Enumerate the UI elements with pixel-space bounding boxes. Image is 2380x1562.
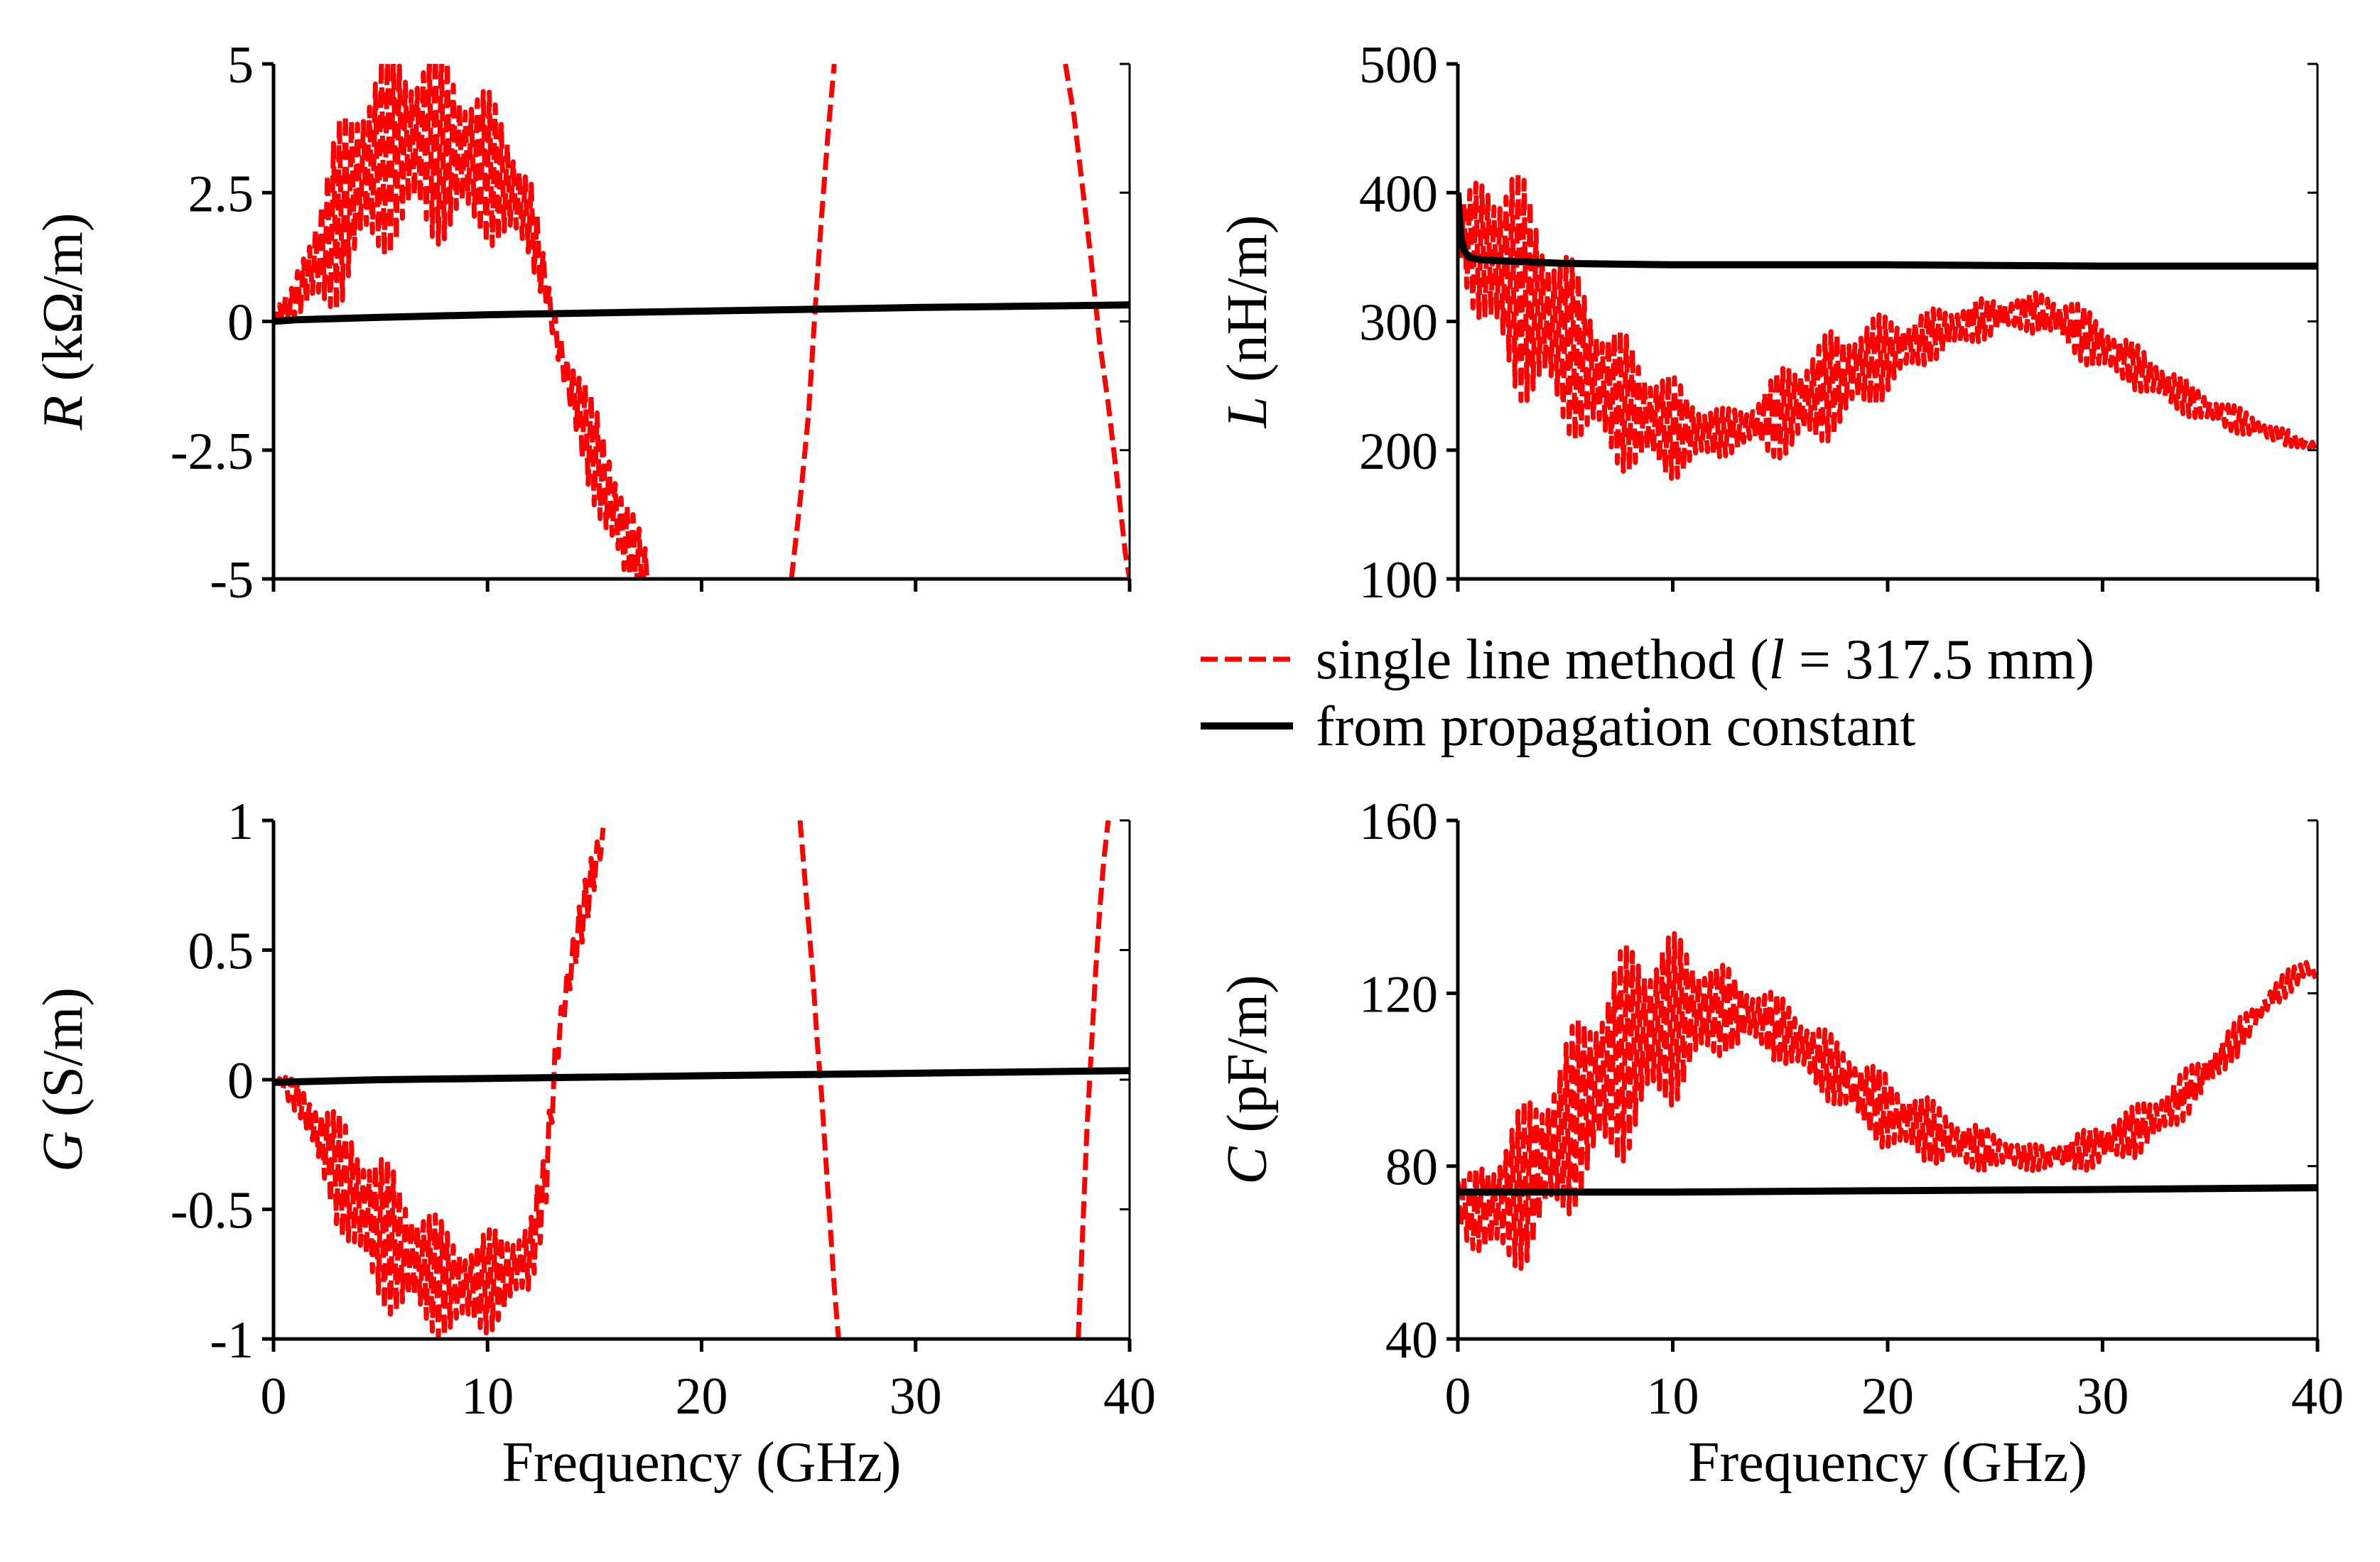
series-group-C xyxy=(1458,931,2317,1271)
legend-text-part: single line method ( xyxy=(1316,629,1769,691)
ylabel-symbol-R: R xyxy=(32,396,94,431)
xtick-label-C-3: 30 xyxy=(2077,1367,2129,1426)
series-single_line-G-2 xyxy=(1076,820,1111,1339)
panel-L: 100 200 300 400 500 L (nH/m) xyxy=(1216,36,2320,609)
legend-text-italic: l xyxy=(1769,629,1785,691)
ytick-label-C-2: 120 xyxy=(1359,965,1438,1024)
series-group-G xyxy=(274,820,1130,1339)
series-single_line-R-1 xyxy=(789,64,837,579)
ylabel-symbol-L: L xyxy=(1216,396,1279,429)
series-group-R xyxy=(274,64,1130,579)
series-propagation-L-1 xyxy=(1458,192,2317,270)
series-single_line-R-2 xyxy=(1063,64,1130,579)
ytick-label-L-0: 100 xyxy=(1359,551,1438,609)
ytick-label-G-1: -0.5 xyxy=(171,1182,254,1240)
series-propagation-G-3 xyxy=(274,1067,1130,1086)
xtick-label-G-3: 30 xyxy=(889,1367,942,1426)
series-single_line-R-0 xyxy=(274,64,650,579)
xtick-label-C-2: 20 xyxy=(1861,1367,1914,1426)
ytick-label-L-1: 200 xyxy=(1359,423,1438,481)
ylabel-unit-L: (nH/m) xyxy=(1216,215,1279,396)
legend: single line method (l = 317.5 mm)from pr… xyxy=(1201,629,2094,758)
ytick-label-L-4: 500 xyxy=(1359,36,1438,94)
series-propagation-C-1 xyxy=(1458,1184,2317,1196)
ytick-label-R-2: 0 xyxy=(227,294,254,352)
panel-R: -5 -2.5 0 2.5 5 R (kΩ/m) xyxy=(32,36,1132,609)
ylabel-unit-C: (pF/m) xyxy=(1216,975,1279,1146)
ylabel-C: C (pF/m) xyxy=(1216,975,1279,1185)
series-single_line-L-0 xyxy=(1458,170,2317,481)
ylabel-R: R (kΩ/m) xyxy=(32,212,94,430)
ylabel-G: G (S/m) xyxy=(32,987,94,1172)
xtick-label-G-4: 40 xyxy=(1103,1367,1156,1426)
legend-label-propagation: from propagation constant xyxy=(1316,695,1915,758)
ytick-label-R-1: -2.5 xyxy=(171,423,254,481)
panel-C: 40 80 120 160 0 10 20 30 40 C (pF/m) Frequency (GH… xyxy=(1216,793,2344,1494)
series-group-L xyxy=(1458,170,2317,481)
xtick-label-C-4: 40 xyxy=(2291,1367,2344,1426)
ytick-label-C-1: 80 xyxy=(1385,1139,1438,1197)
ytick-label-L-3: 400 xyxy=(1359,165,1438,223)
xlabel-G: Frequency (GHz) xyxy=(502,1431,902,1494)
ylabel-symbol-G: G xyxy=(32,1131,94,1172)
ytick-label-G-2: 0 xyxy=(227,1052,254,1110)
legend-text-part: = 317.5 mm) xyxy=(1785,629,2094,691)
series-propagation-R-3 xyxy=(274,301,1130,325)
panel-G: -1-0.500.510 10 20 30 40G (S/m)Frequency (GH… xyxy=(32,793,1156,1494)
xlabel-C: Frequency (GHz) xyxy=(1688,1431,2087,1494)
ylabel-unit-R: (kΩ/m) xyxy=(32,212,94,395)
ytick-label-L-2: 300 xyxy=(1359,294,1438,352)
ylabel-symbol-C: C xyxy=(1216,1146,1279,1185)
ytick-label-G-3: 0.5 xyxy=(188,923,254,981)
ytick-label-C-3: 160 xyxy=(1359,793,1438,851)
xtick-label-G-1: 10 xyxy=(461,1367,514,1426)
ylabel-L: L (nH/m) xyxy=(1216,215,1279,428)
ylabel-unit-G: (S/m) xyxy=(32,987,94,1131)
legend-label-single_line: single line method (l = 317.5 mm) xyxy=(1316,629,2094,691)
ytick-label-G-0: -1 xyxy=(210,1311,254,1370)
ytick-label-C-0: 40 xyxy=(1385,1311,1438,1370)
ytick-label-R-4: 5 xyxy=(227,36,254,94)
series-single_line-G-1 xyxy=(797,820,841,1339)
xtick-label-C-0: 0 xyxy=(1445,1367,1471,1426)
series-single_line-C-0 xyxy=(1458,931,2317,1271)
xtick-label-C-1: 10 xyxy=(1647,1367,1699,1426)
xtick-label-G-0: 0 xyxy=(261,1367,287,1426)
ytick-label-R-0: -5 xyxy=(210,551,254,609)
xtick-label-G-2: 20 xyxy=(676,1367,728,1426)
ytick-label-R-3: 2.5 xyxy=(188,165,254,223)
ytick-label-G-4: 1 xyxy=(227,793,254,851)
